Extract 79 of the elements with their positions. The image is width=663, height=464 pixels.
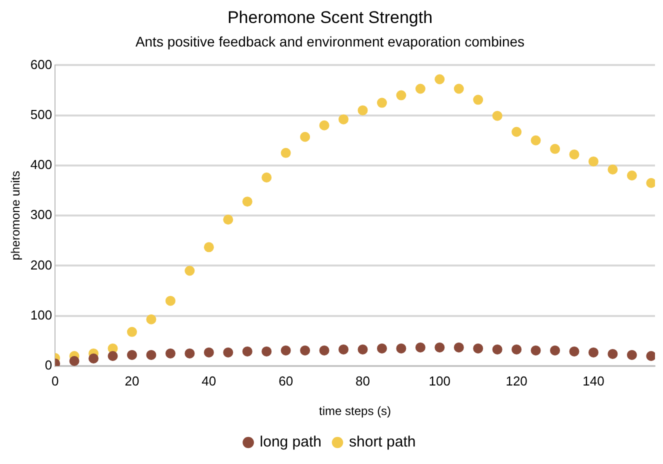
point xyxy=(492,344,502,354)
point xyxy=(223,214,234,225)
x-tick-label: 60 xyxy=(278,373,294,388)
point xyxy=(415,342,426,352)
point xyxy=(588,156,598,166)
point xyxy=(415,84,426,94)
point xyxy=(530,345,541,356)
point xyxy=(280,148,291,158)
point xyxy=(223,347,234,358)
chart-title: Pheromone Scent Strength xyxy=(227,8,433,27)
point xyxy=(608,164,618,174)
point xyxy=(300,132,310,142)
x-tick-label: 20 xyxy=(124,373,140,388)
point xyxy=(646,350,655,361)
point xyxy=(204,242,214,252)
point xyxy=(242,196,252,207)
point xyxy=(69,356,80,366)
y-tick-label: 400 xyxy=(30,157,52,172)
point xyxy=(127,326,137,337)
x-tick-label: 40 xyxy=(202,373,216,388)
y-axis-title: pheromone units xyxy=(8,170,23,260)
y-tick-label: 200 xyxy=(30,257,52,272)
point xyxy=(146,314,156,324)
point xyxy=(165,348,176,358)
point xyxy=(184,266,195,276)
x-axis-title: time steps (s) xyxy=(319,404,392,418)
point xyxy=(396,343,406,354)
point xyxy=(434,342,445,352)
x-tick-label: 80 xyxy=(356,373,370,388)
point xyxy=(376,98,387,108)
point xyxy=(626,170,637,180)
y-tick-label: 500 xyxy=(30,106,52,122)
chart-subtitle: Ants positive feedback and environment evaporation combines xyxy=(135,34,525,50)
point xyxy=(454,84,464,94)
y-tick-label: 300 xyxy=(30,207,52,222)
point xyxy=(242,346,252,356)
point xyxy=(262,346,272,356)
point xyxy=(396,90,406,100)
point xyxy=(454,342,464,352)
point xyxy=(646,178,655,188)
point xyxy=(184,348,195,358)
point xyxy=(512,344,522,354)
point xyxy=(530,135,541,146)
point xyxy=(473,94,484,105)
point xyxy=(434,74,445,84)
point xyxy=(473,343,484,354)
point xyxy=(512,126,522,137)
point xyxy=(319,345,330,356)
x-tick-label: 100 xyxy=(428,373,450,388)
point xyxy=(319,120,330,130)
point xyxy=(588,347,598,358)
point xyxy=(127,350,137,360)
y-tick-label: 0 xyxy=(44,358,52,373)
point xyxy=(108,350,118,361)
point xyxy=(358,105,368,116)
point xyxy=(88,353,99,364)
point xyxy=(376,343,387,354)
x-tick-label: 140 xyxy=(582,373,604,388)
point xyxy=(262,172,272,182)
y-tick-label: 100 xyxy=(30,307,52,322)
point xyxy=(146,350,156,360)
point xyxy=(280,345,291,356)
point xyxy=(550,144,560,154)
point xyxy=(626,350,637,360)
point xyxy=(569,346,580,356)
x-tick-label: 120 xyxy=(506,373,528,388)
y-tick-label: 600 xyxy=(30,56,52,72)
legend-label: long path xyxy=(260,434,322,451)
point xyxy=(204,347,214,358)
point xyxy=(165,296,176,306)
point xyxy=(550,345,560,356)
point xyxy=(338,344,349,354)
point xyxy=(608,348,618,359)
legend-label: short path xyxy=(349,434,416,451)
point xyxy=(492,110,502,121)
point xyxy=(358,344,368,354)
point xyxy=(300,345,310,356)
point xyxy=(569,149,580,160)
point xyxy=(338,114,349,124)
